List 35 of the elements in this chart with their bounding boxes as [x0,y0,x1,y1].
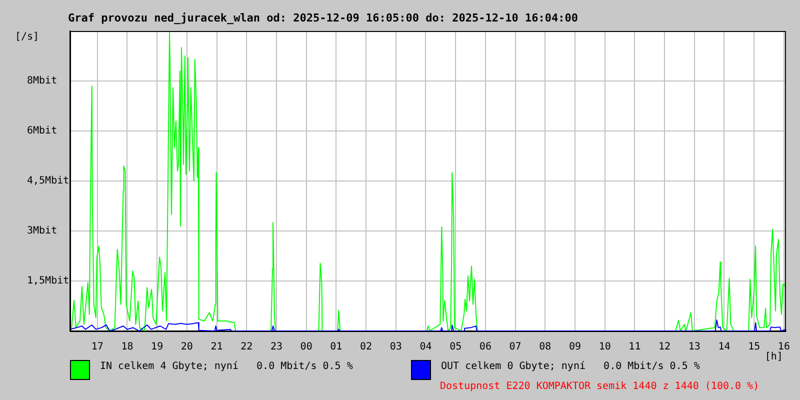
x-tick-label: 02 [360,342,372,353]
x-tick-label: 12 [658,342,671,353]
y-axis-title: [/s] [15,32,40,43]
x-tick-label: 19 [151,342,164,353]
x-tick-label: 10 [598,342,611,353]
x-tick-label: 08 [539,342,552,353]
x-tick-label: 23 [270,342,282,353]
y-tick-label: 4,5Mbit [27,176,70,187]
x-tick-label: 15 [748,342,760,353]
x-tick-label: 00 [300,342,312,353]
x-tick-label: 01 [330,342,342,353]
y-tick-label: 8Mbit [27,76,58,87]
x-tick-label: 16 [778,342,790,353]
x-tick-label: 18 [121,342,134,353]
legend-label: IN celkem 4 Gbyte; nyní 0.0 Mbit/s 0.5 % [100,361,353,373]
x-tick-label: 21 [210,342,223,353]
x-tick-label: 03 [390,342,402,353]
y-tick-label: 1,5Mbit [27,276,70,287]
y-tick-label: 6Mbit [27,126,58,137]
x-tick-label: 17 [91,342,104,353]
x-tick-label: 05 [450,342,462,353]
x-tick-label: 09 [568,342,582,353]
x-tick-label: 07 [509,342,522,353]
x-tick-label: 13 [688,342,700,353]
x-tick-label: 20 [180,342,193,353]
x-tick-label: 14 [718,342,730,353]
x-axis-title: [h] [764,352,783,363]
x-tick-label: 04 [420,342,432,353]
y-tick-label: 3Mbit [27,226,58,237]
x-tick-label: 22 [240,342,253,353]
text: Dostupnost E220 KOMPAKTOR semik 1440 z 1440 (100.0 %) [440,381,760,393]
legend-label: OUT celkem 0 Gbyte; nyní 0.0 Mbit/s 0.5 % [441,361,700,373]
chart-title: Graf provozu ned_juracek_wlan od: 2025-12-09 16:05:00 do: 2025-12-10 16:04:00 [68,11,578,24]
x-tick-label: 06 [479,342,492,353]
x-tick-label: 11 [628,342,641,353]
